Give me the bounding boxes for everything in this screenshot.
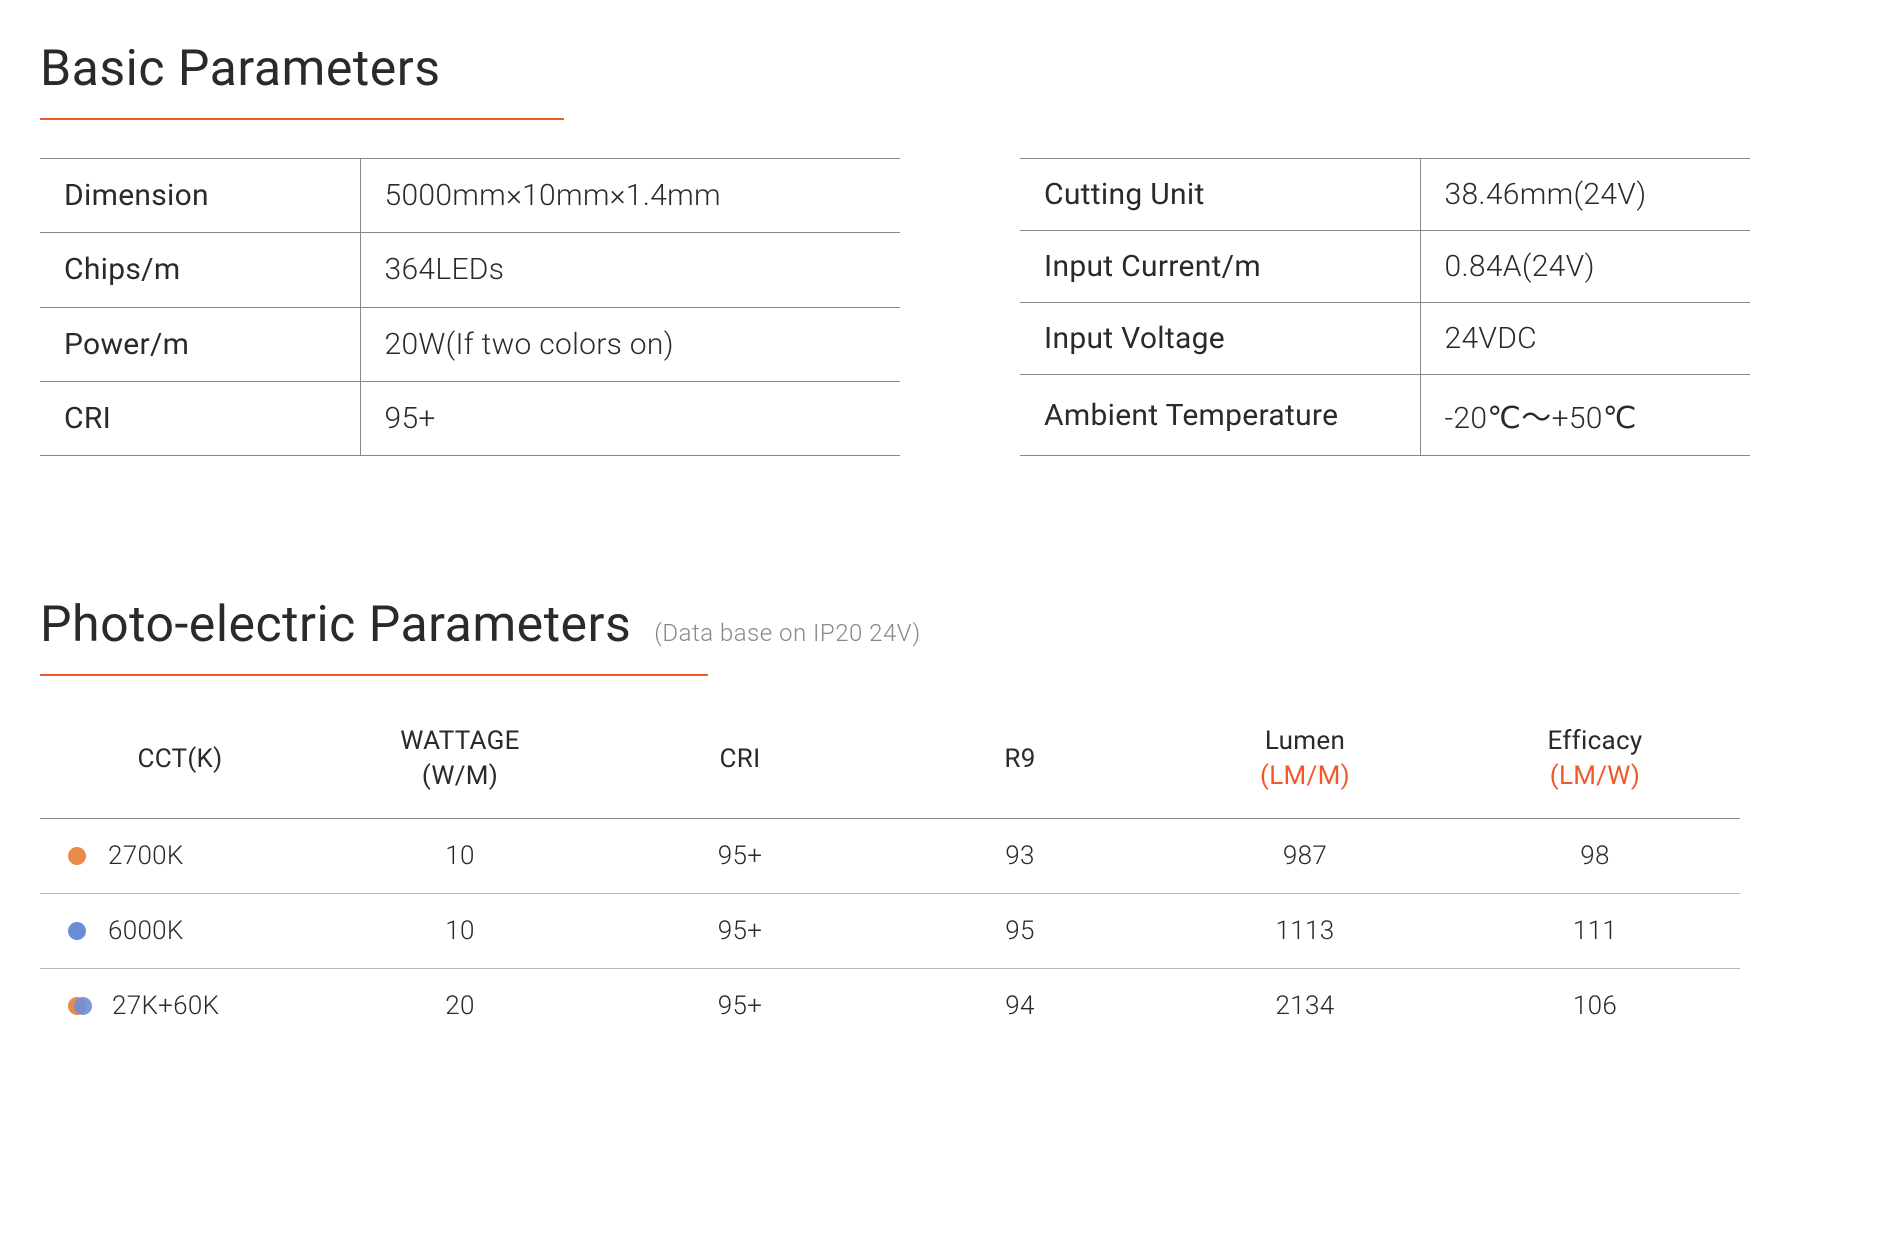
- param-value: 364LEDs: [360, 233, 900, 307]
- basic-underline: [40, 118, 564, 120]
- pe-cell-lumen: 2134: [1160, 969, 1450, 1044]
- pe-data-row: 27K+60K 2095+942134106: [40, 969, 1740, 1044]
- param-label: Dimension: [40, 159, 360, 233]
- pe-column-header: Efficacy(LM/W): [1450, 724, 1740, 819]
- pe-cell-wattage: 10: [320, 894, 600, 969]
- basic-right-table: Cutting Unit38.46mm(24V)Input Current/m0…: [1020, 158, 1750, 456]
- basic-params-title: Basic Parameters: [40, 40, 1860, 98]
- photo-underline: [40, 674, 708, 676]
- pe-cell-efficacy: 98: [1450, 819, 1740, 894]
- pe-column-header: CRI: [600, 724, 880, 819]
- pe-cell-efficacy: 111: [1450, 894, 1740, 969]
- param-label: CRI: [40, 381, 360, 455]
- basic-params-tables: Dimension5000mm×10mm×1.4mmChips/m364LEDs…: [40, 158, 1860, 456]
- pe-cct-cell: 6000K: [40, 894, 320, 969]
- pe-column-header: CCT(K): [40, 724, 320, 819]
- param-label: Chips/m: [40, 233, 360, 307]
- pe-header-row: CCT(K)WATTAGE(W/M)CRIR9Lumen(LM/M)Effica…: [40, 724, 1740, 819]
- param-label: Cutting Unit: [1020, 159, 1420, 231]
- pe-cell-efficacy: 106: [1450, 969, 1740, 1044]
- pe-column-header: R9: [880, 724, 1160, 819]
- pe-cell-r9: 95: [880, 894, 1160, 969]
- pe-cct-cell: 2700K: [40, 819, 320, 894]
- basic-left-table: Dimension5000mm×10mm×1.4mmChips/m364LEDs…: [40, 158, 900, 456]
- param-label: Input Current/m: [1020, 231, 1420, 303]
- pe-cell-wattage: 10: [320, 819, 600, 894]
- pe-cell-cri: 95+: [600, 969, 880, 1044]
- param-value: 0.84A(24V): [1420, 231, 1750, 303]
- pe-cell-r9: 94: [880, 969, 1160, 1044]
- pe-cell-r9: 93: [880, 819, 1160, 894]
- photo-title-text: Photo-electric Parameters: [40, 596, 631, 654]
- param-value: 5000mm×10mm×1.4mm: [360, 159, 900, 233]
- pe-cell-wattage: 20: [320, 969, 600, 1044]
- pe-cct-label: 27K+60K: [112, 991, 232, 1021]
- pe-column-header: Lumen(LM/M): [1160, 724, 1450, 819]
- pe-cell-cri: 95+: [600, 819, 880, 894]
- pe-cell-lumen: 1113: [1160, 894, 1450, 969]
- param-value: 20W(If two colors on): [360, 307, 900, 381]
- pe-cct-cell: 27K+60K: [40, 969, 320, 1044]
- param-label: Ambient Temperature: [1020, 375, 1420, 456]
- pe-column-header: WATTAGE(W/M): [320, 724, 600, 819]
- pe-cct-label: 6000K: [108, 916, 228, 946]
- param-value: 24VDC: [1420, 303, 1750, 375]
- color-dual-dot-icon: [68, 997, 90, 1015]
- pe-cct-label: 2700K: [108, 841, 228, 871]
- param-value: -20℃～+50℃: [1420, 375, 1750, 456]
- photo-subtitle: (Data base on IP20 24V): [654, 619, 920, 647]
- pe-cell-cri: 95+: [600, 894, 880, 969]
- pe-data-row: 6000K 1095+951113111: [40, 894, 1740, 969]
- color-dot-icon: [68, 922, 86, 940]
- param-value: 38.46mm(24V): [1420, 159, 1750, 231]
- param-label: Power/m: [40, 307, 360, 381]
- pe-data-row: 2700K 1095+9398798: [40, 819, 1740, 894]
- photo-electric-table: CCT(K)WATTAGE(W/M)CRIR9Lumen(LM/M)Effica…: [40, 724, 1740, 1043]
- color-dot-icon: [68, 847, 86, 865]
- photo-params-title: Photo-electric Parameters (Data base on …: [40, 596, 1860, 654]
- param-value: 95+: [360, 381, 900, 455]
- param-label: Input Voltage: [1020, 303, 1420, 375]
- pe-cell-lumen: 987: [1160, 819, 1450, 894]
